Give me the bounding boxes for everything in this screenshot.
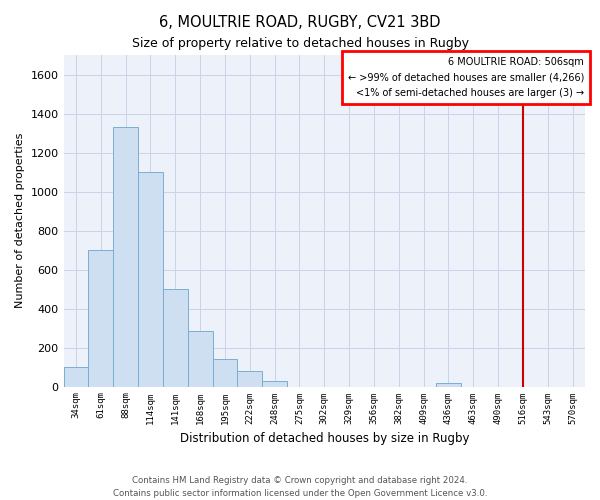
Bar xyxy=(88,250,113,386)
Bar xyxy=(262,380,287,386)
Text: 6 MOULTRIE ROAD: 506sqm
← >99% of detached houses are smaller (4,266)
<1% of sem: 6 MOULTRIE ROAD: 506sqm ← >99% of detach… xyxy=(347,56,584,98)
Bar xyxy=(64,367,88,386)
Bar xyxy=(436,382,461,386)
Text: 6, MOULTRIE ROAD, RUGBY, CV21 3BD: 6, MOULTRIE ROAD, RUGBY, CV21 3BD xyxy=(159,15,441,30)
Bar xyxy=(113,127,138,386)
Text: Size of property relative to detached houses in Rugby: Size of property relative to detached ho… xyxy=(131,38,469,51)
Bar xyxy=(138,172,163,386)
Y-axis label: Number of detached properties: Number of detached properties xyxy=(15,133,25,308)
Bar xyxy=(212,360,238,386)
X-axis label: Distribution of detached houses by size in Rugby: Distribution of detached houses by size … xyxy=(179,432,469,445)
Bar xyxy=(188,331,212,386)
Text: Contains HM Land Registry data © Crown copyright and database right 2024.
Contai: Contains HM Land Registry data © Crown c… xyxy=(113,476,487,498)
Bar xyxy=(238,371,262,386)
Bar xyxy=(163,289,188,386)
